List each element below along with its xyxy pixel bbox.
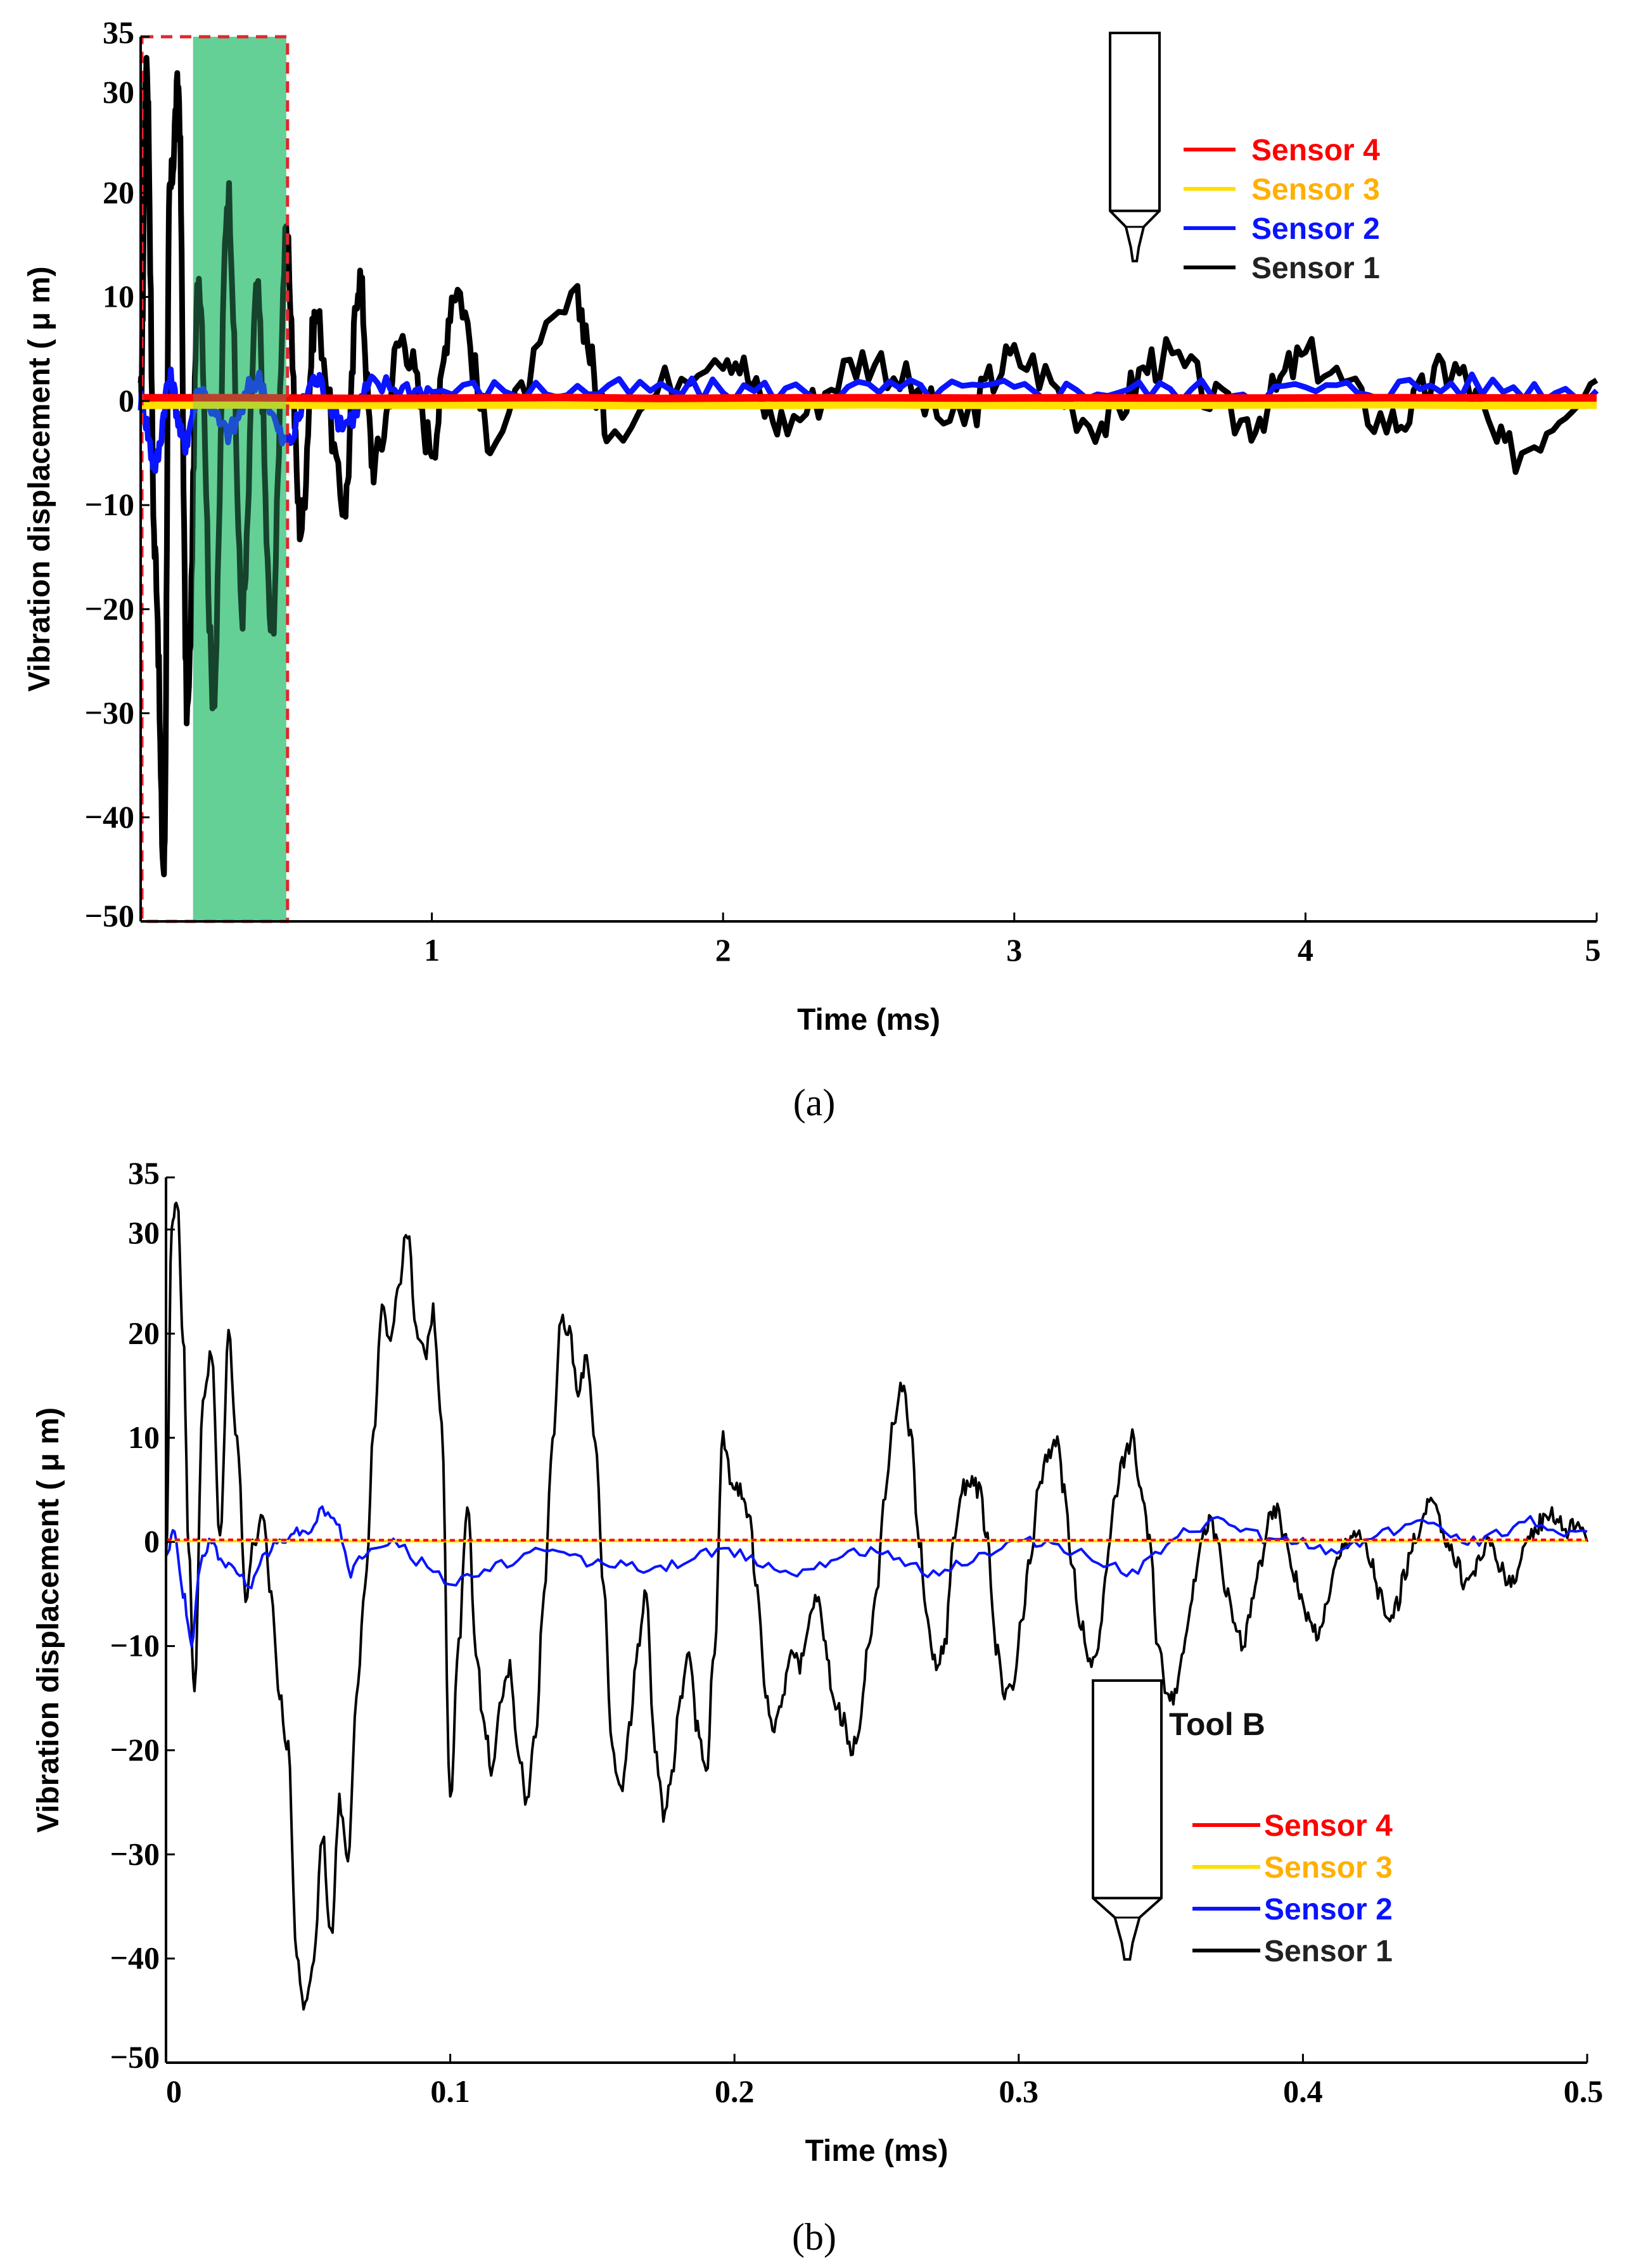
legend-label-sensor-4: Sensor 4 — [1264, 1809, 1393, 1843]
y-tick-label: −40 — [110, 1940, 160, 1976]
y-tick-label: −40 — [85, 799, 135, 835]
y-axis-label: Vibration displacement ( μ m) — [23, 266, 56, 691]
x-tick-label: 0.5 — [1564, 2073, 1604, 2109]
legend-label-sensor-3: Sensor 3 — [1251, 173, 1380, 207]
x-axis-label: Time (ms) — [805, 2134, 949, 2168]
legend-label-sensor-2: Sensor 2 — [1251, 212, 1380, 246]
panel-label: (a) — [793, 1082, 836, 1124]
panel-label: (b) — [792, 2216, 836, 2258]
x-tick-label: 0.4 — [1283, 2073, 1323, 2109]
legend-label-sensor-1: Sensor 1 — [1264, 1935, 1393, 1968]
y-tick-label: −10 — [85, 487, 135, 522]
legend-label-sensor-1: Sensor 1 — [1251, 252, 1380, 285]
y-tick-label: 35 — [103, 15, 134, 50]
panel-a: −50 −40 −30 −20 −10 0 10 20 30 35 1 2 3 4 5 Time (ms) Vi… — [23, 15, 1601, 1124]
y-tick-label: 20 — [103, 174, 134, 210]
x-tick-label: 0 — [166, 2073, 182, 2109]
x-tick-label: 4 — [1298, 932, 1313, 968]
y-tick-label: −30 — [110, 1836, 160, 1871]
x-tick-label: 1 — [424, 932, 440, 968]
x-axis-label: Time (ms) — [797, 1003, 940, 1037]
y-tick-label: 30 — [128, 1215, 160, 1250]
series-line-sensor-4 — [165, 1538, 1588, 1542]
tool-icon-b — [1092, 1679, 1163, 1961]
x-tick-label: 5 — [1585, 932, 1601, 968]
series-line-sensor-2 — [165, 1505, 1588, 1648]
y-tick-label: −50 — [85, 898, 135, 933]
series-line-sensor-4 — [140, 394, 1597, 402]
y-tick-label: −20 — [110, 1732, 160, 1767]
tool-icon-a — [1109, 32, 1161, 262]
x-tick-label: 0.2 — [715, 2073, 755, 2109]
x-tick-label: 0.3 — [999, 2073, 1039, 2109]
x-tick-label: 3 — [1006, 932, 1022, 968]
tool-annotation: Tool B — [1169, 1707, 1265, 1742]
x-tick-label: 2 — [715, 932, 731, 968]
y-tick-label: −30 — [85, 695, 135, 731]
highlight-green-overlay — [193, 37, 286, 921]
y-axis-label: Vibration displacement ( μ m) — [32, 1407, 65, 1833]
y-tick-label: 10 — [103, 279, 134, 314]
x-tick-label: 0.1 — [430, 2073, 470, 2109]
series-line-sensor-3 — [140, 400, 1597, 410]
y-tick-label: 0 — [118, 383, 134, 418]
y-tick-label: −20 — [85, 591, 135, 626]
y-tick-label: −50 — [110, 2039, 160, 2075]
y-tick-label: 10 — [128, 1419, 160, 1455]
y-tick-label: 0 — [144, 1523, 160, 1559]
y-tick-label: 35 — [128, 1155, 160, 1191]
legend-label-sensor-3: Sensor 3 — [1264, 1851, 1393, 1885]
legend-label-sensor-2: Sensor 2 — [1264, 1893, 1393, 1926]
y-tick-label: 30 — [103, 74, 134, 110]
series-line-sensor-1 — [165, 1201, 1588, 2011]
legend-label-sensor-4: Sensor 4 — [1251, 134, 1380, 167]
y-tick-label: −10 — [110, 1628, 160, 1663]
y-tick-label: 20 — [128, 1316, 160, 1351]
panel-b: −50 −40 −30 −20 −10 0 10 20 30 35 0 0.1 0.2 0.3 0.4 0.5… — [32, 1155, 1603, 2258]
